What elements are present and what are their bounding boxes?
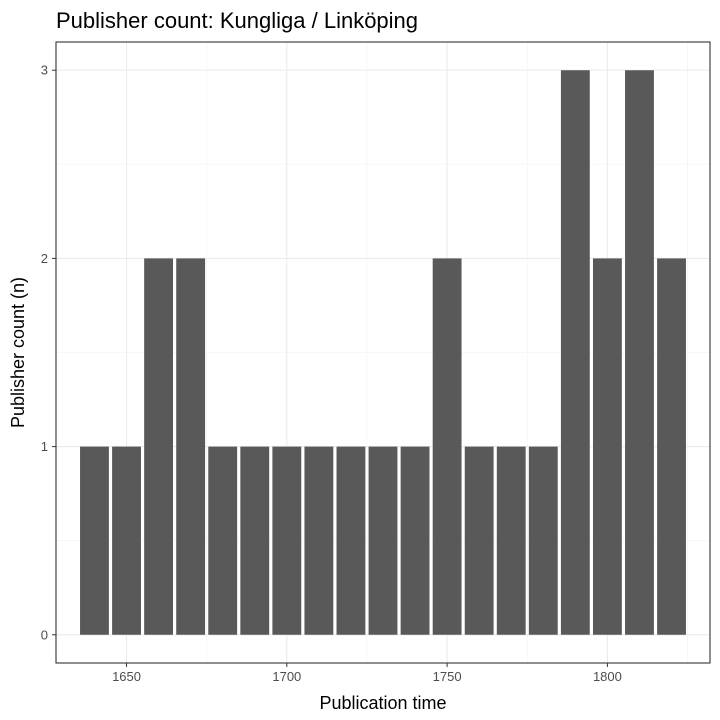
x-axis-title: Publication time — [319, 693, 446, 713]
bar-1810 — [625, 70, 654, 635]
y-tick-label: 3 — [41, 63, 48, 78]
bar-1750 — [432, 258, 462, 635]
y-tick-label: 0 — [41, 627, 48, 642]
x-tick-label: 1800 — [593, 669, 622, 684]
bar-1780 — [528, 446, 558, 635]
bar-1700 — [272, 446, 302, 635]
panel-border — [55, 41, 711, 664]
bar-1740 — [400, 446, 430, 635]
bar-1710 — [304, 446, 334, 635]
x-tick-label: 1650 — [112, 669, 141, 684]
bar-1690 — [240, 446, 270, 635]
x-tick-label: 1750 — [433, 669, 462, 684]
bar-1770 — [496, 446, 526, 635]
bars — [80, 70, 686, 635]
bar-1680 — [208, 446, 238, 635]
x-tick-label: 1700 — [272, 669, 301, 684]
bar-1790 — [560, 70, 590, 635]
y-tick-label: 2 — [41, 251, 48, 266]
bar-1800 — [592, 258, 622, 635]
y-tick-label: 1 — [41, 439, 48, 454]
bar-1670 — [176, 258, 206, 635]
y-axis: 0 1 2 3 — [41, 63, 56, 642]
bar-1640 — [80, 446, 109, 635]
bar-1820 — [657, 258, 686, 635]
bar-1660 — [144, 258, 174, 635]
bar-1730 — [368, 446, 398, 635]
chart-title: Publisher count: Kungliga / Linköping — [56, 8, 418, 33]
x-axis: 1650 1700 1750 1800 — [112, 663, 622, 684]
bar-1650 — [112, 446, 141, 635]
bar-1720 — [336, 446, 366, 635]
bar-1760 — [464, 446, 494, 635]
y-axis-title: Publisher count (n) — [8, 277, 28, 428]
